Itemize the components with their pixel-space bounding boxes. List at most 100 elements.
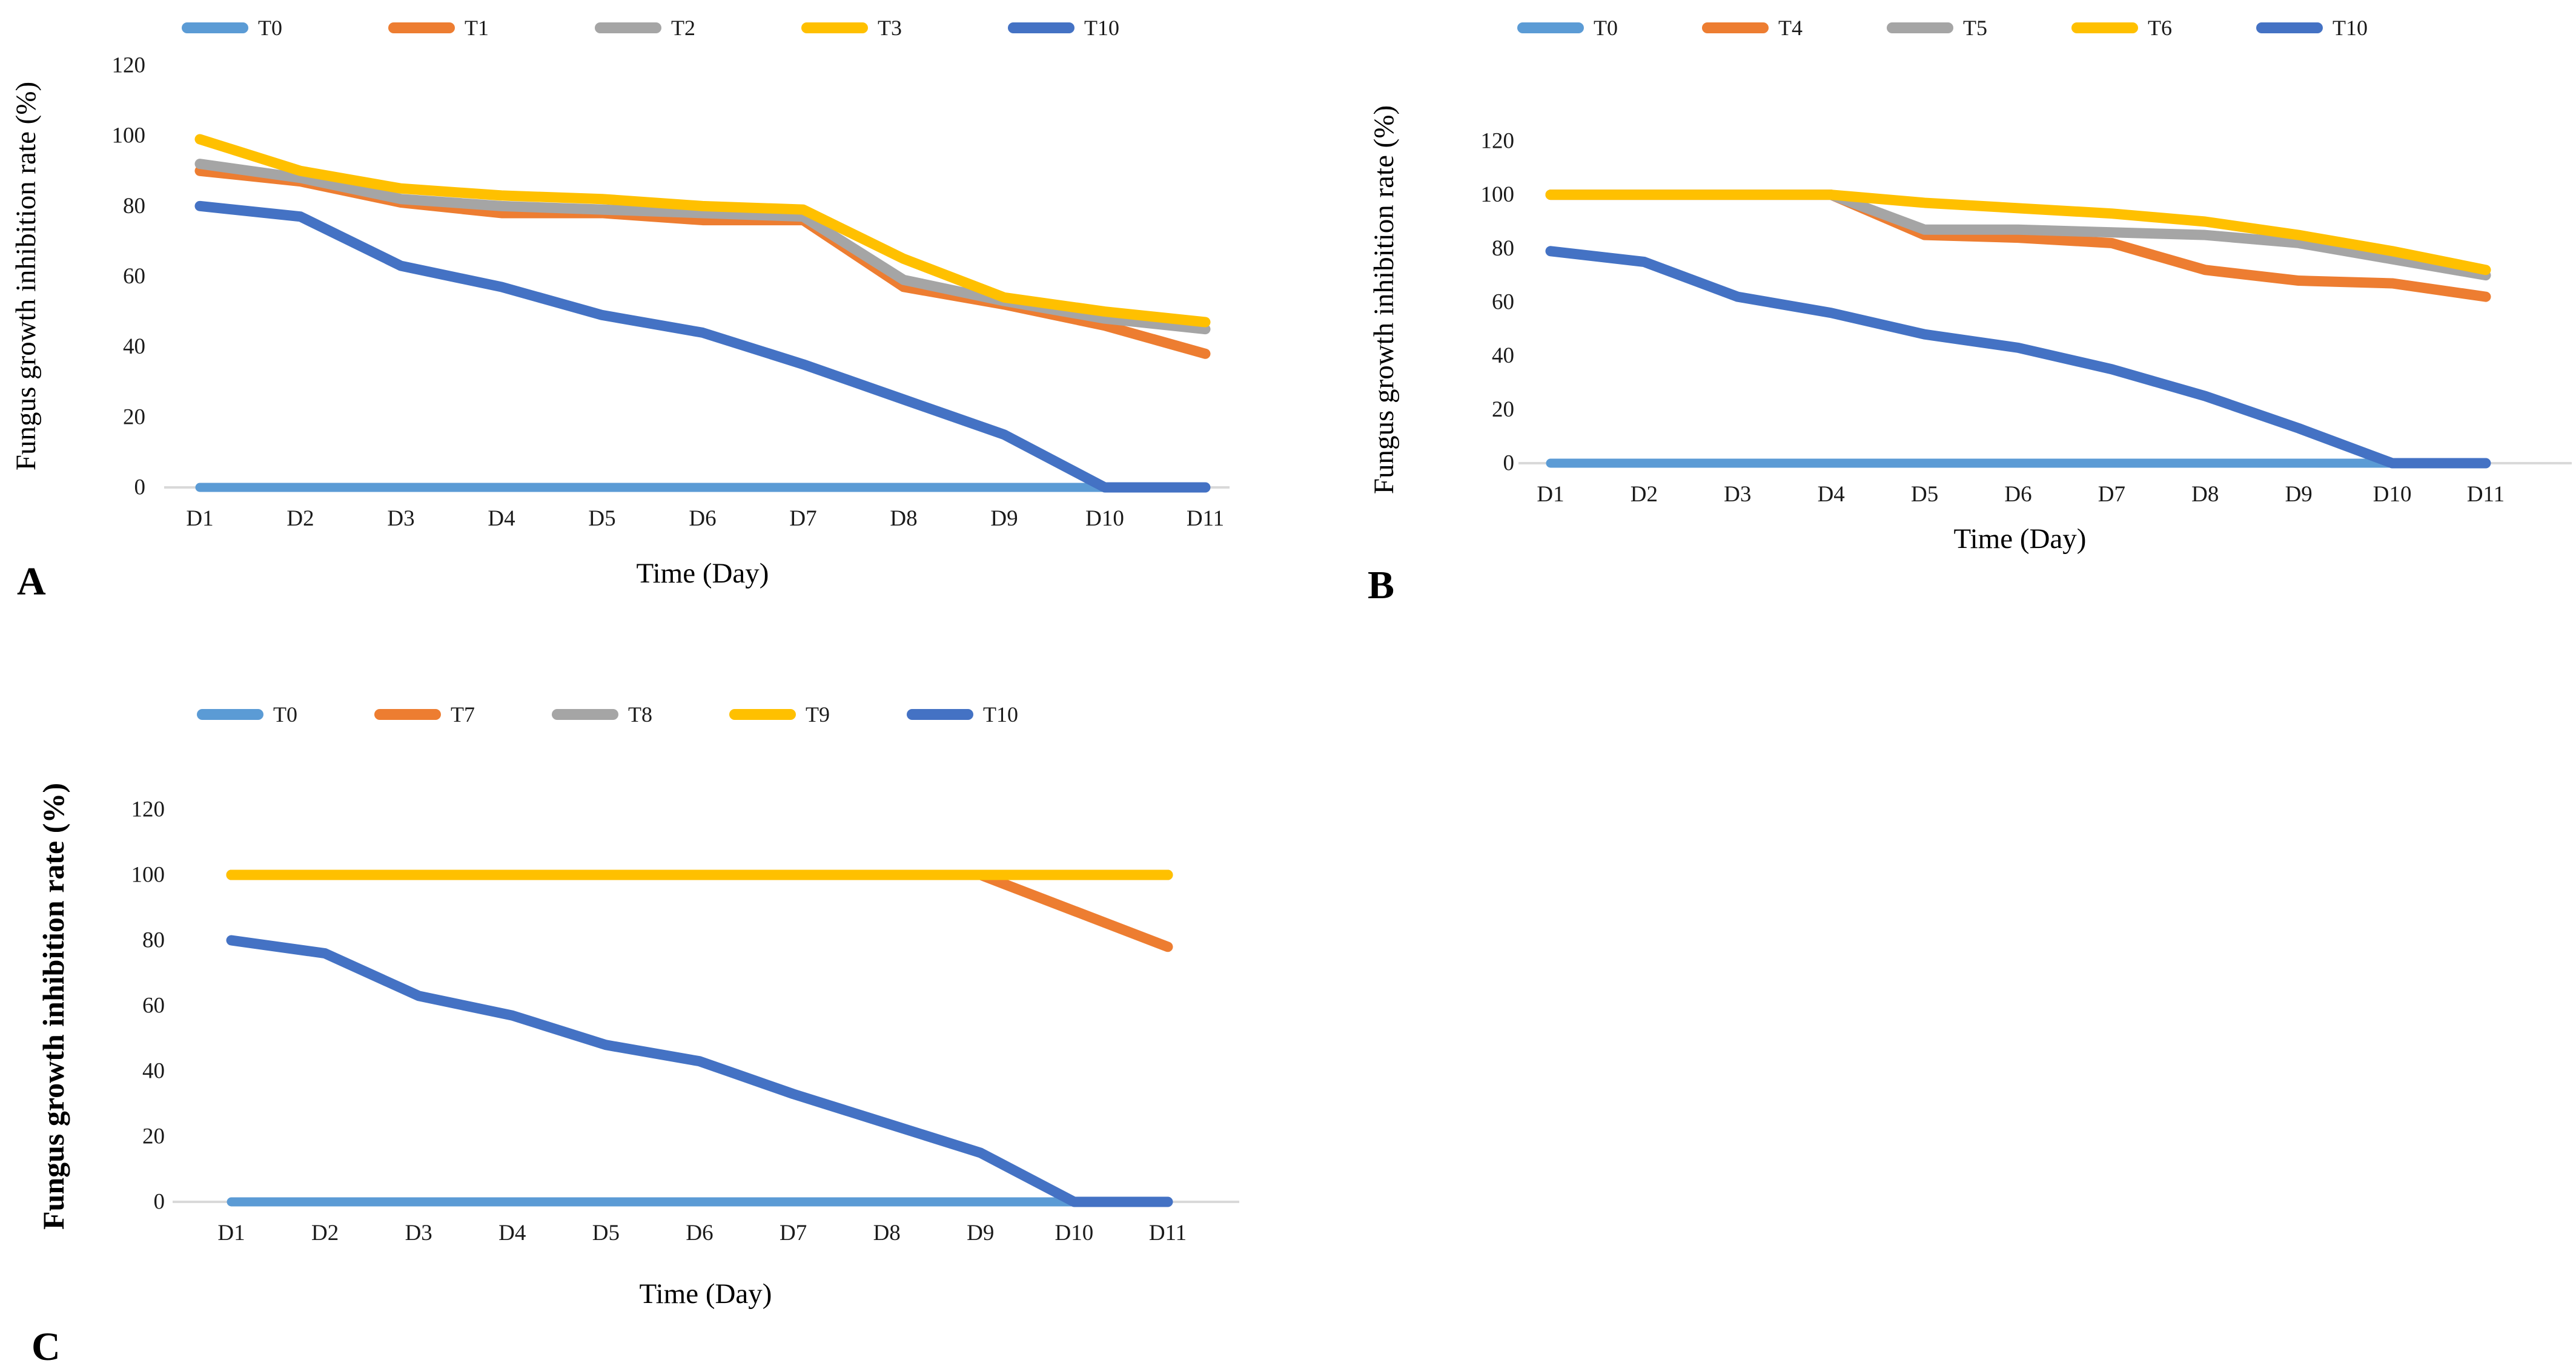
legend-label-t10: T10 (983, 702, 1018, 727)
x-tick-label: D4 (488, 506, 515, 531)
legend-label-t4: T4 (1778, 16, 1803, 40)
legend-swatch-t0-icon (197, 709, 263, 720)
x-tick-label: D4 (498, 1221, 526, 1245)
x-tick-label: D10 (2373, 482, 2412, 507)
x-tick-label: D9 (2285, 482, 2313, 507)
legend-swatch-t10-icon (907, 709, 973, 720)
y-tick-label: 100 (1481, 182, 1515, 207)
x-tick-label: D8 (873, 1221, 901, 1245)
x-tick-label: D10 (1055, 1221, 1094, 1245)
legend-swatch-t0-icon (182, 22, 248, 33)
legend-swatch-t0-icon (1517, 22, 1584, 33)
legend-item: T10 (907, 702, 1018, 727)
y-tick-label: 0 (1503, 451, 1515, 476)
x-tick-label: D2 (1631, 482, 1658, 507)
series-line-T10 (226, 935, 1173, 1207)
y-tick-label: 40 (1492, 343, 1514, 368)
panel-a-y-axis-title: Fungus growth inhibition rate (%) (10, 82, 42, 470)
panel-b-y-axis-title: Fungus growth inhibition rate (%) (1368, 105, 1400, 494)
x-tick-label: D6 (689, 506, 716, 531)
legend-item: T2 (595, 16, 695, 40)
x-tick-label: D10 (1085, 506, 1124, 531)
legend-swatch-t10-icon (1008, 22, 1074, 33)
panel-c-y-axis-title: Fungus growth inhibition rate (%) (36, 783, 70, 1230)
panel-a-chart: 0 20 40 60 80 100 120 D1 D2 D3 D4 D5 D6 D7 D8 D9 D10 D11 T… (10, 16, 1230, 604)
y-tick-label: 120 (112, 53, 146, 78)
x-tick-label: D6 (2004, 482, 2031, 507)
legend-swatch-t6-icon (2071, 22, 2138, 33)
x-tick-label: D1 (186, 506, 213, 531)
legend-label-t9: T9 (806, 702, 830, 727)
x-tick-label: D3 (1724, 482, 1751, 507)
legend-swatch-t8-icon (552, 709, 618, 720)
y-tick-label: 80 (1492, 236, 1514, 261)
legend-label-t10: T10 (2333, 16, 2368, 40)
x-tick-label: D4 (1818, 482, 1845, 507)
legend-item: T10 (1008, 16, 1119, 40)
y-tick-label: 0 (154, 1190, 165, 1215)
x-tick-label: D1 (217, 1221, 245, 1245)
panel-a-label: A (17, 559, 46, 604)
x-tick-label: D5 (588, 506, 615, 531)
x-tick-label: D11 (1149, 1221, 1187, 1245)
y-tick-label: 60 (142, 994, 165, 1018)
x-tick-label: D9 (967, 1221, 994, 1245)
panel-c-label: C (31, 1325, 61, 1369)
legend-label-t5: T5 (1963, 16, 1987, 40)
panel-a-x-axis-title: Time (Day) (637, 558, 769, 589)
legend-label-t0: T0 (1594, 16, 1618, 40)
series-line-T10 (1545, 246, 2491, 469)
panel-b-chart: 0 20 40 60 80 100 120 D1 D2 D3 D4 D5 D6 D7 D8 D9 D10 D11 T… (1368, 16, 2572, 607)
x-tick-label: D11 (2467, 482, 2505, 507)
x-tick-label: D5 (592, 1221, 620, 1245)
legend-item: T8 (552, 702, 652, 727)
x-tick-label: D2 (311, 1221, 339, 1245)
y-tick-label: 60 (1492, 290, 1514, 315)
y-tick-label: 60 (123, 264, 145, 289)
x-tick-label: D11 (1187, 506, 1224, 531)
legend-swatch-t3-icon (801, 22, 868, 33)
y-tick-label: 20 (142, 1124, 165, 1149)
panel-b-x-axis-title: Time (Day) (1954, 523, 2087, 555)
panel-c-x-axis-title: Time (Day) (640, 1278, 772, 1310)
x-tick-label: D8 (2191, 482, 2219, 507)
y-tick-label: 120 (131, 797, 165, 822)
series-line-T7 (226, 869, 1173, 952)
x-tick-label: D3 (387, 506, 414, 531)
legend-label-t6: T6 (2148, 16, 2172, 40)
y-tick-label: 100 (112, 124, 146, 148)
legend-label-t2: T2 (671, 16, 695, 40)
legend-label-t8: T8 (628, 702, 652, 727)
legend-item: T6 (2071, 16, 2172, 40)
legend-item: T3 (801, 16, 902, 40)
legend-swatch-t2-icon (595, 22, 661, 33)
y-tick-label: 20 (123, 404, 145, 429)
series-line-T1 (194, 165, 1211, 359)
x-tick-label: D2 (286, 506, 314, 531)
legend-label-t3: T3 (878, 16, 902, 40)
legend-swatch-t1-icon (388, 22, 455, 33)
y-tick-label: 40 (123, 334, 145, 359)
x-tick-label: D7 (780, 1221, 807, 1245)
y-tick-label: 0 (134, 475, 146, 500)
series-line-T10 (194, 200, 1211, 493)
y-tick-label: 80 (123, 194, 145, 219)
legend-label-t0: T0 (258, 16, 282, 40)
panel-c-chart: 0 20 40 60 80 100 120 D1 D2 D3 D4 D5 D6 D7 D8 D9 D10 D11 T… (31, 702, 1239, 1369)
y-tick-label: 80 (142, 928, 165, 953)
legend-swatch-t10-icon (2256, 22, 2323, 33)
legend-swatch-t7-icon (374, 709, 441, 720)
panel-b-label: B (1368, 563, 1394, 607)
x-tick-label: D8 (890, 506, 917, 531)
legend-item: T1 (388, 16, 489, 40)
legend-item: T4 (1702, 16, 1803, 40)
legend-item: T0 (182, 16, 282, 40)
legend-swatch-t5-icon (1887, 22, 1953, 33)
legend-label-t10: T10 (1084, 16, 1119, 40)
series-line-T6 (1545, 190, 2491, 275)
legend-item: T7 (374, 702, 475, 727)
x-tick-label: D5 (1911, 482, 1938, 507)
legend-item: T0 (197, 702, 297, 727)
